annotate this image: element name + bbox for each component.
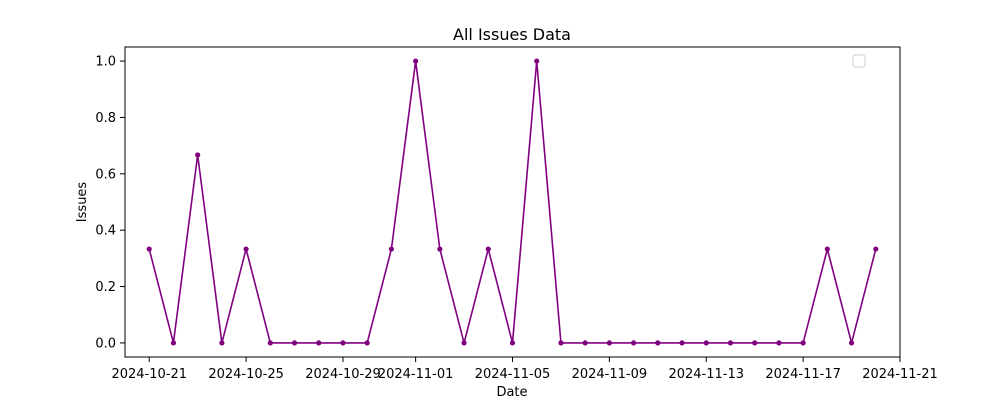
data-point: [219, 340, 225, 346]
data-point: [146, 246, 152, 252]
x-tick-label: 2024-11-01: [378, 367, 454, 382]
x-axis-label: Date: [496, 385, 527, 400]
y-tick-label: 0.0: [95, 336, 116, 351]
data-point: [364, 340, 370, 346]
data-point: [195, 152, 201, 158]
plot-frame: [124, 46, 901, 358]
data-point: [340, 340, 346, 346]
y-tick-label: 0.8: [95, 111, 116, 126]
legend-box: [852, 54, 866, 68]
y-tick-label: 0.4: [95, 224, 116, 239]
data-point: [703, 340, 709, 346]
y-tick-label: 0.6: [95, 167, 116, 182]
data-point: [316, 340, 322, 346]
data-point: [582, 340, 588, 346]
plot-area: [146, 58, 879, 346]
x-tick-label: 2024-11-17: [765, 367, 841, 382]
x-tick-label: 2024-10-29: [305, 367, 381, 382]
x-tick-label: 2024-10-21: [111, 367, 187, 382]
data-point: [558, 340, 564, 346]
data-point: [776, 340, 782, 346]
data-point: [388, 246, 395, 252]
data-point: [170, 340, 177, 346]
x-tick-label: 2024-11-13: [668, 367, 744, 382]
data-point: [630, 340, 637, 346]
x-tick-label: 2024-11-21: [862, 367, 938, 382]
data-point: [606, 340, 612, 346]
data-point: [461, 340, 467, 346]
series-line: [148, 60, 877, 344]
data-point: [509, 340, 516, 346]
data-point: [848, 340, 855, 346]
data-point: [800, 340, 806, 346]
x-tick-label: 2024-11-05: [475, 367, 551, 382]
x-tick-label: 2024-11-09: [572, 367, 648, 382]
data-point: [485, 246, 491, 252]
y-tick-label: 0.2: [95, 280, 116, 295]
data-point: [534, 58, 540, 64]
data-point: [752, 340, 758, 346]
data-point: [824, 246, 830, 252]
data-point: [291, 340, 298, 346]
y-tick-label: 1.0: [95, 55, 116, 70]
data-point: [679, 340, 685, 346]
chart-title: All Issues Data: [453, 25, 571, 44]
x-tick-label: 2024-10-25: [208, 367, 284, 382]
data-point: [655, 340, 661, 346]
y-axis-label: Issues: [75, 182, 90, 223]
data-point: [267, 340, 273, 346]
data-point: [243, 246, 249, 252]
data-point: [873, 246, 879, 252]
data-point: [727, 340, 734, 346]
data-point: [413, 58, 419, 64]
data-point: [437, 246, 443, 252]
